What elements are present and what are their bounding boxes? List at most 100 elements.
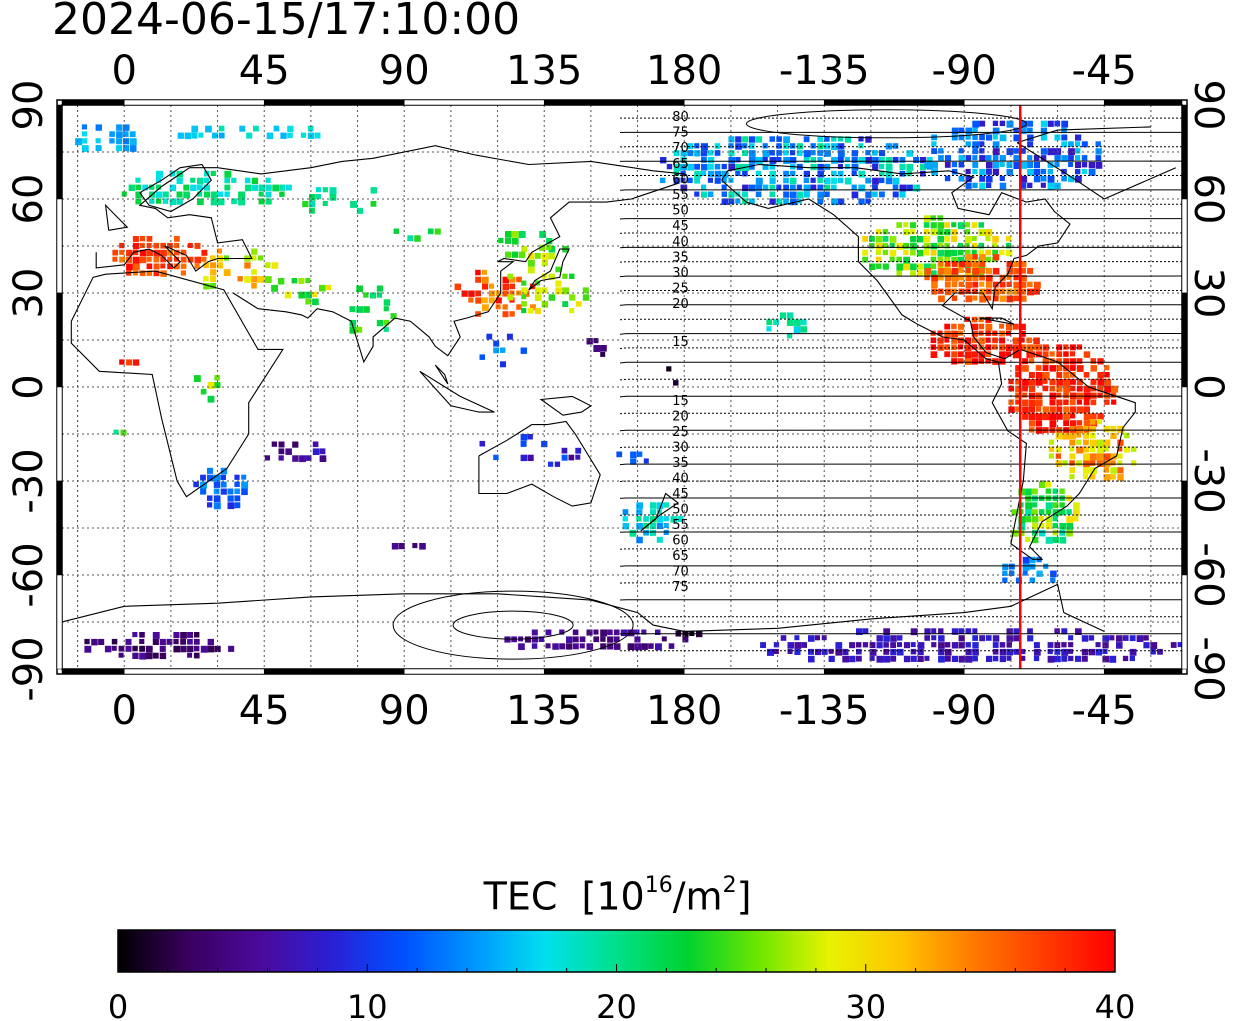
tec-cell xyxy=(1070,351,1076,357)
tec-cell xyxy=(964,229,971,235)
tec-cell xyxy=(944,267,952,275)
tec-cell xyxy=(831,184,837,191)
tec-cell xyxy=(1025,488,1032,496)
tec-cell xyxy=(223,269,231,276)
tec-cell xyxy=(1097,372,1104,379)
tec-cell xyxy=(153,270,160,277)
tec-cell xyxy=(986,635,992,641)
tec-cell xyxy=(992,168,1000,176)
tec-cell xyxy=(865,157,872,164)
tec-cell xyxy=(786,333,793,339)
tec-cell xyxy=(627,629,635,637)
tec-cell xyxy=(1083,420,1091,427)
tec-cell xyxy=(1028,358,1035,364)
tec-cell xyxy=(1013,148,1019,154)
coastline xyxy=(721,163,1136,560)
tec-cell xyxy=(1042,385,1049,392)
tec-cell xyxy=(910,222,917,229)
tec-cell xyxy=(800,326,807,333)
tec-cell xyxy=(167,249,173,256)
tec-cell xyxy=(210,269,217,276)
tec-cell xyxy=(636,523,643,530)
tec-cell xyxy=(200,488,207,495)
tec-cell xyxy=(239,125,246,132)
lat-tick-label-right: -90 xyxy=(1185,636,1231,701)
tec-cell xyxy=(964,351,972,359)
tec-cell xyxy=(694,177,701,184)
tec-cell xyxy=(663,502,669,508)
tec-cell xyxy=(538,636,545,642)
tec-cell xyxy=(837,136,844,142)
tec-cell xyxy=(1006,261,1014,268)
tec-cell xyxy=(169,184,177,192)
tec-cell xyxy=(190,184,197,191)
tec-cell xyxy=(999,281,1006,288)
tec-cell xyxy=(879,150,886,157)
tec-cell xyxy=(1070,378,1076,385)
tec-cell xyxy=(1104,385,1112,393)
tec-cell xyxy=(951,127,959,135)
tec-cell xyxy=(958,351,964,358)
tec-cell xyxy=(1063,413,1070,420)
tec-cell xyxy=(1056,378,1064,386)
tec-cell xyxy=(958,642,965,649)
tec-cell xyxy=(783,191,790,198)
tec-cell xyxy=(593,338,599,344)
tec-cell xyxy=(507,294,514,301)
tec-cell xyxy=(1040,168,1047,175)
tec-cell xyxy=(762,150,770,158)
tec-cell xyxy=(1073,502,1080,509)
tec-cell xyxy=(694,191,700,197)
tec-cell xyxy=(1066,529,1073,537)
tec-cell xyxy=(680,163,687,171)
tec-cell xyxy=(1070,406,1077,413)
tec-cell xyxy=(265,198,272,205)
tec-cell xyxy=(1020,148,1026,154)
tec-cell xyxy=(972,168,978,175)
tec-cell xyxy=(1089,419,1096,425)
tec-cell xyxy=(1040,127,1047,134)
tec-cell xyxy=(363,292,369,298)
tec-cell xyxy=(687,177,693,184)
tec-cell xyxy=(892,184,899,191)
tec-cell xyxy=(160,256,166,263)
tec-cell xyxy=(1089,432,1096,439)
tec-cell xyxy=(992,236,999,243)
tec-cell xyxy=(329,194,337,201)
tec-cell xyxy=(985,323,993,331)
tec-cell xyxy=(251,184,259,191)
tec-cell xyxy=(264,276,272,283)
tec-cell xyxy=(837,198,845,205)
tec-cell xyxy=(539,231,547,238)
tec-cell xyxy=(561,447,568,454)
tec-cell xyxy=(1122,655,1129,662)
tec-cell xyxy=(971,316,978,323)
tec-cell xyxy=(986,175,993,183)
tec-cell xyxy=(858,157,866,164)
tec-cell xyxy=(582,294,590,301)
tec-cell xyxy=(180,632,187,639)
tec-cell xyxy=(1013,127,1019,134)
tec-cell xyxy=(1116,635,1123,642)
tec-cell xyxy=(278,441,285,448)
tec-cell xyxy=(951,323,957,330)
tec-cell xyxy=(728,191,735,198)
tec-cell xyxy=(1006,295,1014,303)
tec-cell xyxy=(511,231,519,238)
tec-cell xyxy=(1011,529,1019,537)
tec-cell xyxy=(1062,460,1068,466)
tec-cell xyxy=(1131,446,1137,452)
tec-cell xyxy=(793,326,801,333)
tec-cell xyxy=(748,198,755,205)
tec-cell xyxy=(509,290,515,296)
tec-cell xyxy=(1027,628,1033,635)
tec-cell xyxy=(129,138,137,146)
tec-cell xyxy=(794,648,801,655)
tec-cell xyxy=(882,242,888,249)
tec-cell xyxy=(951,222,957,228)
tec-cell xyxy=(266,132,274,140)
tec-cell xyxy=(227,495,234,502)
frame-bar-bottom xyxy=(61,668,125,675)
tec-cell xyxy=(972,134,978,140)
tec-cell xyxy=(1081,141,1088,148)
